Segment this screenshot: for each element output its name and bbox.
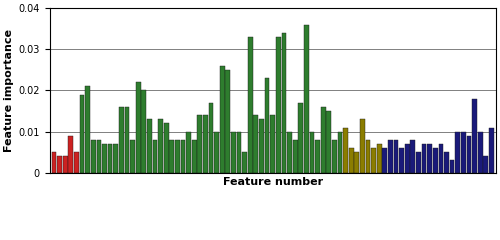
Y-axis label: Feature importance: Feature importance <box>4 29 14 152</box>
Bar <box>332 140 336 173</box>
Bar <box>360 119 365 173</box>
Bar <box>74 152 79 173</box>
Bar <box>433 148 438 173</box>
Bar <box>292 140 298 173</box>
Bar <box>248 37 252 173</box>
Bar <box>147 119 152 173</box>
Bar <box>343 127 348 173</box>
Bar <box>180 140 186 173</box>
Bar <box>484 156 488 173</box>
Bar <box>102 144 107 173</box>
Bar <box>276 37 280 173</box>
Bar <box>242 152 247 173</box>
Bar <box>231 132 236 173</box>
Bar <box>472 99 477 173</box>
Bar <box>456 132 460 173</box>
Bar <box>114 144 118 173</box>
Bar <box>422 144 426 173</box>
Bar <box>136 82 140 173</box>
Bar <box>259 119 264 173</box>
Bar <box>192 140 196 173</box>
Bar <box>377 144 382 173</box>
Bar <box>254 115 258 173</box>
Bar <box>400 148 404 173</box>
Bar <box>96 140 102 173</box>
Bar <box>214 132 219 173</box>
Bar <box>450 161 454 173</box>
Bar <box>438 144 444 173</box>
Bar <box>130 140 135 173</box>
Bar <box>63 156 68 173</box>
Bar <box>489 127 494 173</box>
Bar <box>58 156 62 173</box>
Bar <box>338 132 342 173</box>
Bar <box>461 132 466 173</box>
Bar <box>349 148 354 173</box>
Bar <box>264 78 270 173</box>
Bar <box>371 148 376 173</box>
Bar <box>315 140 320 173</box>
Bar <box>478 132 482 173</box>
Bar <box>152 140 158 173</box>
Bar <box>142 90 146 173</box>
Bar <box>298 103 303 173</box>
Bar <box>287 132 292 173</box>
Bar <box>226 70 230 173</box>
Bar <box>394 140 398 173</box>
Bar <box>186 132 191 173</box>
Bar <box>428 144 432 173</box>
Bar <box>354 152 359 173</box>
Bar <box>86 86 90 173</box>
Bar <box>203 115 208 173</box>
Bar <box>416 152 421 173</box>
Bar <box>119 107 124 173</box>
Bar <box>282 33 286 173</box>
Bar <box>198 115 202 173</box>
Bar <box>310 132 314 173</box>
Bar <box>270 115 275 173</box>
Bar <box>321 107 326 173</box>
Bar <box>236 132 242 173</box>
Bar <box>208 103 214 173</box>
Bar <box>220 66 224 173</box>
X-axis label: Feature number: Feature number <box>222 177 323 187</box>
Bar <box>175 140 180 173</box>
Bar <box>170 140 174 173</box>
Bar <box>80 95 84 173</box>
Bar <box>91 140 96 173</box>
Bar <box>410 140 415 173</box>
Bar <box>326 111 331 173</box>
Bar <box>68 136 73 173</box>
Bar <box>304 25 308 173</box>
Bar <box>366 140 370 173</box>
Bar <box>108 144 112 173</box>
Bar <box>444 152 449 173</box>
Bar <box>382 148 387 173</box>
Bar <box>124 107 130 173</box>
Bar <box>164 123 168 173</box>
Bar <box>158 119 163 173</box>
Bar <box>466 136 471 173</box>
Bar <box>52 152 57 173</box>
Bar <box>405 144 409 173</box>
Bar <box>388 140 393 173</box>
